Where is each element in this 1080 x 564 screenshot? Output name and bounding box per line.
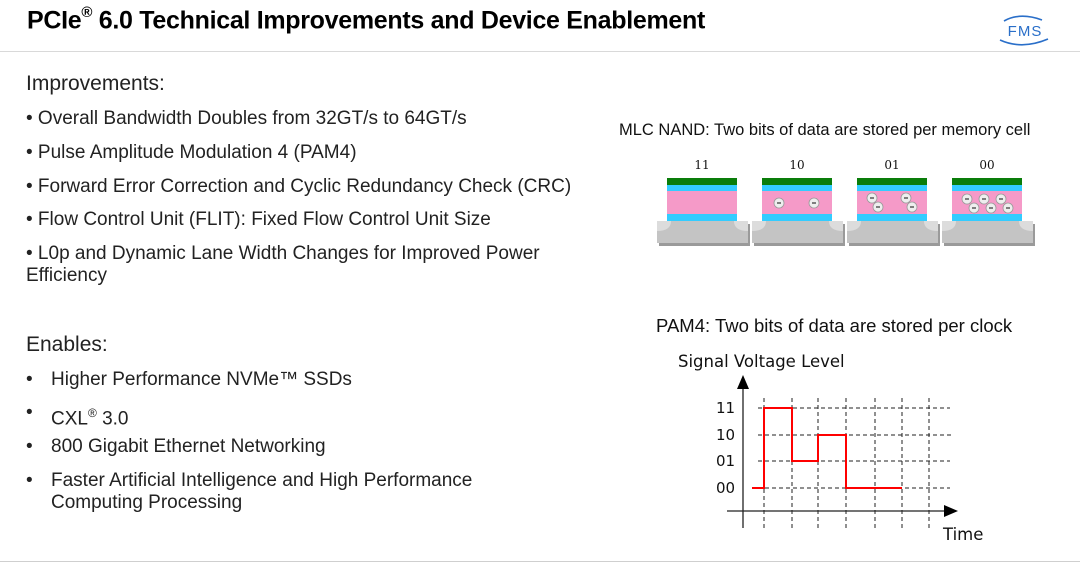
memory-cell-icon: [657, 178, 750, 246]
enables-heading: Enables:: [26, 333, 108, 356]
bullet: •: [26, 402, 33, 423]
improvement-item: • Forward Error Correction and Cyclic Re…: [26, 176, 572, 197]
pam4-signal: [752, 407, 902, 489]
improvement-item: • Flow Control Unit (FLIT): Fixed Flow C…: [26, 209, 491, 230]
svg-text:FMS: FMS: [1008, 23, 1043, 40]
bullet: •: [26, 470, 33, 491]
cell-label: 10: [789, 158, 805, 172]
header-divider: [0, 51, 1080, 52]
fms-logo-icon: FMS: [999, 15, 1049, 46]
nand-cell-01: 01: [846, 158, 940, 248]
cell-label: 11: [694, 158, 710, 172]
enables-item-text: Higher Performance NVMe™ SSDs: [51, 369, 352, 390]
enables-item-text: 800 Gigabit Ethernet Networking: [51, 436, 326, 457]
level-label: 01: [716, 452, 736, 470]
memory-cell-icon: [847, 178, 940, 246]
registered-mark: ®: [81, 4, 93, 21]
x-axis-label: Time: [943, 525, 984, 544]
grid-lines: [758, 398, 953, 528]
improvement-item: • Pulse Amplitude Modulation 4 (PAM4): [26, 142, 357, 163]
improvements-heading: Improvements:: [26, 72, 165, 95]
registered-mark: ®: [87, 406, 97, 420]
nand-cell-10: 10: [751, 158, 845, 248]
nand-cell-00: 00: [941, 158, 1035, 248]
bullet: •: [26, 436, 33, 457]
cell-label: 01: [884, 158, 900, 172]
enables-item-text: CXL® 3.0: [51, 402, 129, 430]
enables-item-text: Faster Artificial Intelligence and High …: [51, 470, 473, 491]
memory-cell-icon: [942, 178, 1035, 246]
title-prefix: PCIe: [27, 6, 82, 35]
page-title: PCIe® 6.0 Technical Improvements and Dev…: [27, 4, 706, 35]
cxl-text: CXL: [51, 408, 88, 430]
level-label: 00: [716, 479, 736, 497]
bullet: •: [26, 369, 33, 390]
memory-cell-icon: [752, 178, 845, 246]
cxl-version: 3.0: [96, 408, 129, 430]
improvement-item-continuation: Efficiency: [26, 265, 107, 286]
cell-label: 00: [979, 158, 995, 172]
footer-divider: [0, 561, 1080, 562]
level-label: 10: [716, 426, 736, 444]
y-axis-label: Signal Voltage Level: [678, 352, 845, 371]
enables-item-text: Computing Processing: [51, 492, 243, 513]
pam4-caption: PAM4: Two bits of data are stored per cl…: [656, 315, 1013, 336]
level-label: 11: [716, 399, 736, 417]
nand-cell-11: 11: [656, 158, 750, 248]
axes: [727, 375, 958, 528]
improvement-item: • Overall Bandwidth Doubles from 32GT/s …: [26, 108, 467, 129]
improvement-item: • L0p and Dynamic Lane Width Changes for…: [26, 243, 540, 264]
mlc-caption: MLC NAND: Two bits of data are stored pe…: [619, 121, 1031, 139]
title-rest: 6.0 Technical Improvements and Device En…: [92, 6, 706, 35]
